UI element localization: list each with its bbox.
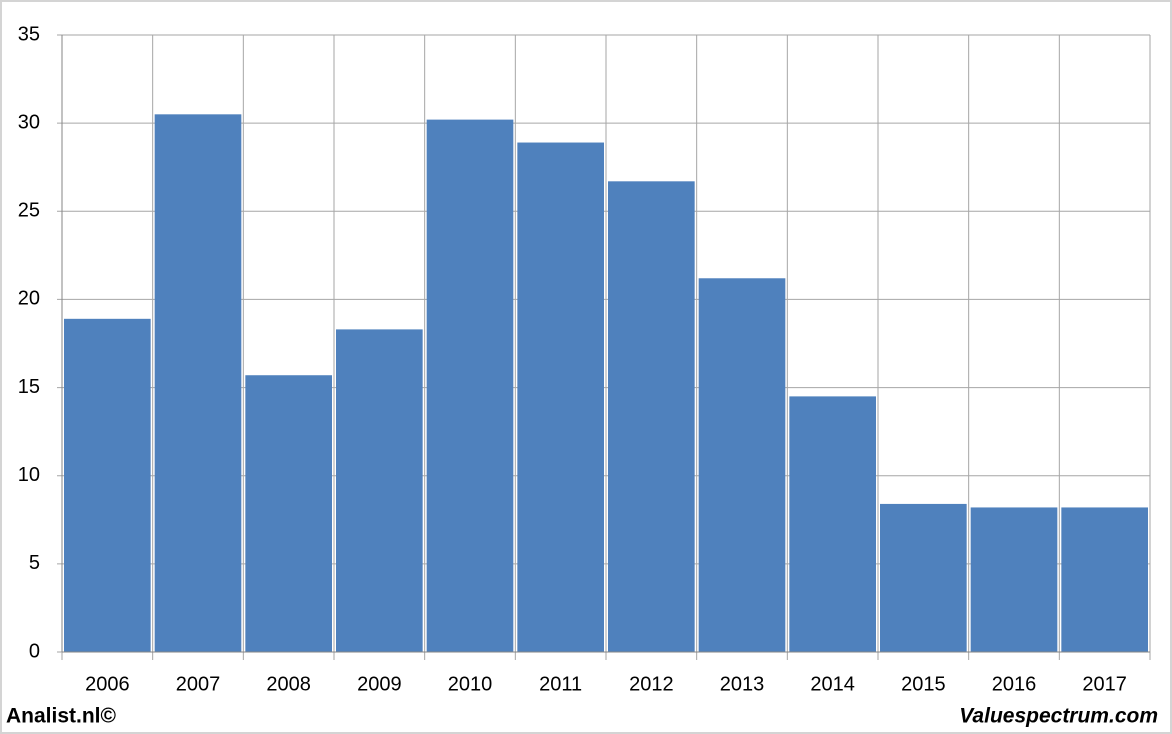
x-tick-label: 2007: [176, 673, 221, 695]
bar: [608, 181, 695, 652]
credit-left: Analist.nl©: [6, 705, 117, 728]
bar: [245, 375, 332, 652]
bar: [336, 329, 423, 652]
x-tick-label: 2015: [901, 673, 946, 695]
x-tick-label: 2011: [539, 673, 582, 695]
bar: [426, 119, 514, 653]
y-tick-label: 10: [18, 464, 40, 486]
y-tick-label: 5: [29, 552, 40, 574]
x-tick-label: 2008: [266, 673, 311, 695]
y-tick-label: 25: [18, 200, 40, 222]
bar: [789, 396, 876, 652]
bar: [698, 278, 786, 652]
x-tick-label: 2017: [1082, 673, 1127, 695]
y-tick-label: 15: [18, 376, 40, 398]
x-tick-label: 2009: [357, 673, 402, 695]
x-tick-label: 2010: [448, 673, 493, 695]
bar: [154, 114, 242, 653]
y-tick-label: 0: [29, 640, 40, 662]
bar: [64, 318, 151, 652]
x-tick-label: 2014: [810, 673, 855, 695]
y-tick-label: 35: [18, 23, 40, 45]
y-tick-label: 20: [18, 288, 40, 310]
bar: [1061, 507, 1148, 652]
bar: [517, 142, 604, 652]
x-tick-label: 2013: [720, 673, 765, 695]
bar: [880, 503, 967, 652]
credit-right: Valuespectrum.com: [959, 705, 1158, 728]
x-tick-label: 2016: [992, 673, 1037, 695]
x-tick-label: 2012: [629, 673, 674, 695]
y-tick-label: 30: [18, 111, 40, 133]
bar: [970, 507, 1058, 652]
x-tick-label: 2006: [85, 673, 130, 695]
